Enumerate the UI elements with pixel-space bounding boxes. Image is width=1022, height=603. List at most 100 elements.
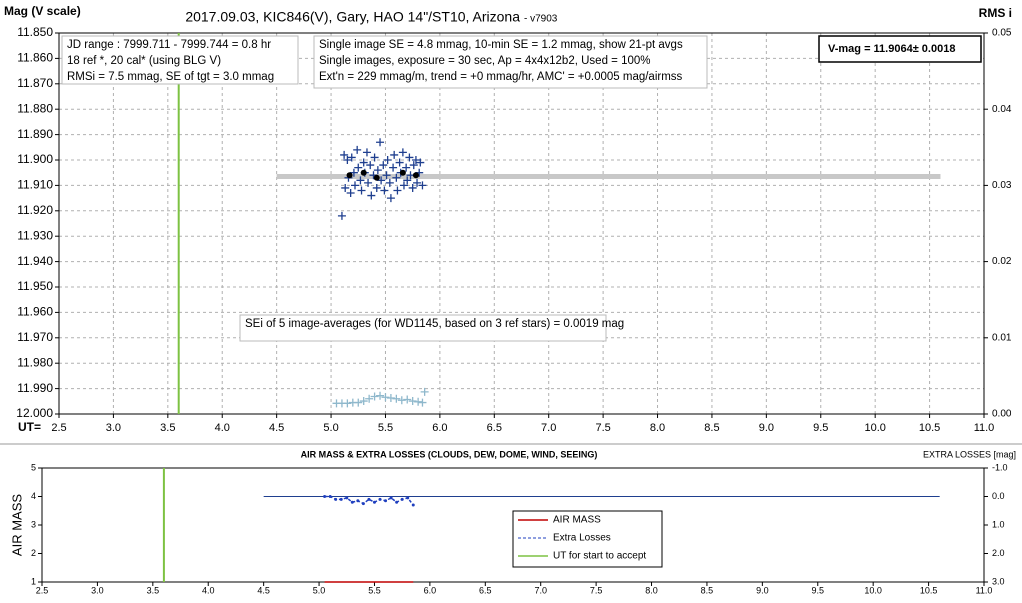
point xyxy=(362,148,371,157)
note-box xyxy=(239,314,607,342)
average-point xyxy=(360,169,367,176)
point xyxy=(340,150,349,159)
y2-axis-label: EXTRA LOSSES [mag] xyxy=(923,449,1016,459)
point xyxy=(351,181,359,190)
point xyxy=(367,497,371,501)
point xyxy=(380,186,389,195)
chart-title: AIR MASS & EXTRA LOSSES (CLOUDS, DEW, DO… xyxy=(301,449,598,459)
point xyxy=(411,503,415,507)
y-tick-label: 11.870 xyxy=(17,76,53,90)
x-tick-label: 9.5 xyxy=(812,585,825,595)
x-tick-label: 6.5 xyxy=(487,422,502,434)
point xyxy=(356,176,365,185)
average-point xyxy=(373,174,380,181)
note-box xyxy=(818,35,982,63)
point xyxy=(370,153,379,162)
point xyxy=(354,398,363,407)
point xyxy=(386,393,395,402)
point xyxy=(408,397,417,406)
point xyxy=(366,161,375,170)
point xyxy=(409,161,418,170)
x-tick-label: 10.5 xyxy=(920,585,938,595)
series-line xyxy=(324,495,414,506)
x-tick-label: 5.5 xyxy=(368,585,381,595)
point xyxy=(413,178,422,187)
x-tick-label: 10.0 xyxy=(864,585,882,595)
legend-label: AIR MASS xyxy=(553,515,601,526)
point xyxy=(339,497,343,501)
point xyxy=(403,176,412,185)
y-tick-label: 1 xyxy=(31,576,36,586)
point xyxy=(357,186,366,195)
x-tick-label: 4.0 xyxy=(215,422,230,434)
point xyxy=(364,178,373,187)
x-tick-label: 7.5 xyxy=(590,585,603,595)
note-text: V-mag = 11.9064± 0.0018 xyxy=(828,43,955,55)
y-tick-label: 11.980 xyxy=(17,355,53,369)
y2-tick-label: 1.0 xyxy=(992,519,1005,529)
point xyxy=(378,497,382,501)
y-tick-label: 11.850 xyxy=(17,25,53,39)
y2-axis-label: RMS i xyxy=(979,6,1012,20)
point xyxy=(395,158,404,167)
point xyxy=(359,397,368,406)
chart-subtitle: - v7903 xyxy=(524,14,558,25)
point xyxy=(411,156,420,164)
point xyxy=(386,194,395,203)
chart-title: 2017.09.03, KIC846(V), Gary, HAO 14"/ST1… xyxy=(185,9,520,25)
point xyxy=(341,183,350,192)
note-text: Single image SE = 4.8 mmag, 10-min SE = … xyxy=(319,39,683,51)
point xyxy=(372,500,376,504)
x-tick-label: 7.0 xyxy=(534,585,547,595)
point xyxy=(323,495,327,498)
point xyxy=(359,158,368,167)
point xyxy=(346,189,355,198)
y-tick-label: 12.000 xyxy=(16,406,53,420)
plot-frame xyxy=(41,467,985,583)
point xyxy=(385,178,394,187)
x-tick-label: 6.5 xyxy=(479,585,492,595)
point xyxy=(389,163,398,172)
point xyxy=(408,183,417,192)
y-tick-label: 3 xyxy=(31,519,36,529)
x-tick-label: 6.0 xyxy=(432,422,447,434)
point xyxy=(406,496,410,500)
x-tick-label: 3.0 xyxy=(91,585,104,595)
x-tick-label: 8.0 xyxy=(650,422,665,434)
point xyxy=(347,153,356,162)
x-tick-label: 9.5 xyxy=(813,422,828,434)
y2-tick-label: 0.01 xyxy=(992,332,1012,343)
x-tick-label: 8.0 xyxy=(645,585,658,595)
point xyxy=(392,173,401,182)
point xyxy=(418,181,427,190)
x-tick-label: 3.5 xyxy=(160,422,175,434)
point xyxy=(370,392,379,401)
point xyxy=(350,500,354,504)
point xyxy=(349,168,358,177)
point xyxy=(367,191,376,200)
note-text: 18 ref *, 20 cal* (using BLG V) xyxy=(67,55,221,67)
y-tick-label: 11.910 xyxy=(17,178,53,192)
point xyxy=(381,393,390,402)
y-tick-label: 11.880 xyxy=(17,101,53,115)
y-tick-label: 11.930 xyxy=(17,228,53,242)
y-tick-label: 11.860 xyxy=(17,51,53,65)
point xyxy=(384,499,388,503)
x-tick-label: 11.0 xyxy=(974,422,995,434)
point xyxy=(420,387,429,396)
x-tick-label: 7.5 xyxy=(595,422,610,434)
point xyxy=(353,145,362,154)
average-point xyxy=(412,172,419,179)
point xyxy=(343,399,352,408)
point xyxy=(405,153,414,162)
point xyxy=(361,502,365,506)
average-point xyxy=(399,169,406,176)
x-tick-label: 8.5 xyxy=(701,585,714,595)
point xyxy=(395,500,399,504)
point xyxy=(343,156,352,164)
x-tick-label: 8.5 xyxy=(704,422,719,434)
note-text: Single images, exposure = 30 sec, Ap = 4… xyxy=(319,55,650,67)
point xyxy=(416,158,425,167)
y-tick-label: 4 xyxy=(31,491,36,501)
